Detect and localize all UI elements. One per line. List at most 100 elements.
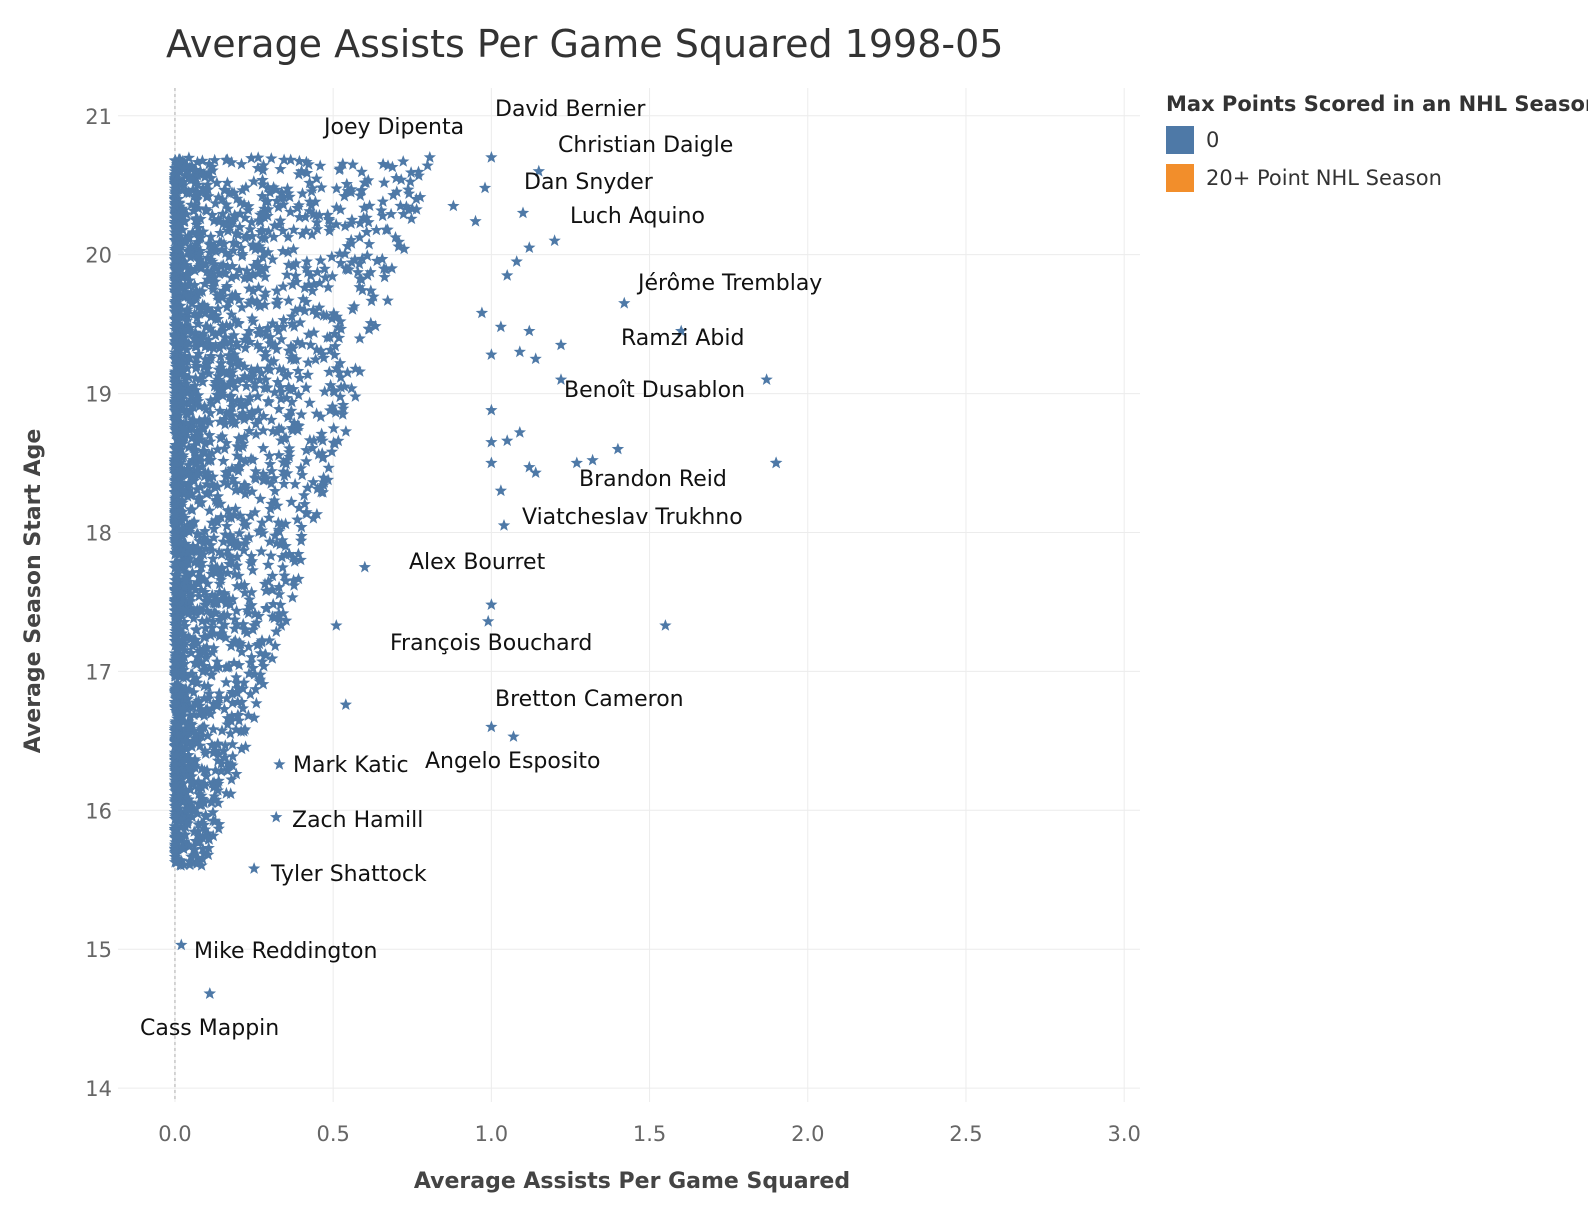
data-point[interactable] <box>168 164 182 177</box>
data-point[interactable] <box>176 320 189 333</box>
data-point[interactable] <box>191 807 204 819</box>
data-point[interactable] <box>186 183 200 196</box>
data-point[interactable] <box>447 199 460 212</box>
data-point[interactable] <box>201 251 214 264</box>
data-point[interactable] <box>245 485 259 497</box>
data-point[interactable] <box>315 427 328 440</box>
data-point[interactable] <box>395 173 408 186</box>
data-point[interactable] <box>225 271 238 284</box>
data-point[interactable] <box>191 468 204 481</box>
data-point[interactable] <box>257 659 270 672</box>
data-point[interactable] <box>178 429 191 442</box>
data-point[interactable] <box>282 187 295 199</box>
data-point[interactable] <box>244 509 257 522</box>
data-point[interactable] <box>301 481 314 494</box>
data-point[interactable] <box>295 534 308 547</box>
data-point[interactable] <box>231 339 244 352</box>
data-point[interactable] <box>353 365 366 377</box>
data-point[interactable] <box>293 210 306 223</box>
data-point[interactable] <box>210 176 224 189</box>
data-point[interactable] <box>169 302 182 315</box>
data-point[interactable] <box>206 615 220 628</box>
data-point[interactable] <box>276 533 289 546</box>
data-point[interactable] <box>206 255 219 268</box>
data-point[interactable] <box>168 820 182 832</box>
data-point[interactable] <box>170 763 183 776</box>
data-point[interactable] <box>345 382 358 394</box>
data-point[interactable] <box>270 321 284 333</box>
data-point[interactable] <box>302 328 315 340</box>
data-point[interactable] <box>198 307 212 319</box>
data-point[interactable] <box>198 598 211 611</box>
data-point[interactable] <box>289 257 303 269</box>
data-point[interactable] <box>180 314 193 327</box>
data-point[interactable] <box>205 265 218 277</box>
data-point[interactable] <box>235 301 249 313</box>
data-point[interactable] <box>261 362 274 374</box>
data-point[interactable] <box>168 792 182 805</box>
data-point[interactable] <box>184 240 197 253</box>
data-point[interactable] <box>203 449 216 461</box>
data-point[interactable] <box>191 545 204 557</box>
data-point[interactable] <box>236 702 250 714</box>
data-point[interactable] <box>207 814 220 827</box>
data-point[interactable] <box>199 747 212 759</box>
data-point[interactable] <box>333 163 346 176</box>
data-point[interactable] <box>225 511 238 524</box>
data-point[interactable] <box>229 723 243 735</box>
data-point[interactable] <box>230 671 243 683</box>
data-point[interactable] <box>187 472 200 485</box>
data-point[interactable] <box>325 250 338 263</box>
data-point-labeled[interactable] <box>203 987 216 999</box>
data-point[interactable] <box>230 767 243 780</box>
data-point[interactable] <box>217 454 230 467</box>
data-point[interactable] <box>221 764 234 777</box>
data-point[interactable] <box>315 485 328 498</box>
data-point[interactable] <box>237 724 250 737</box>
data-point[interactable] <box>291 335 304 348</box>
data-point[interactable] <box>225 773 238 785</box>
data-point[interactable] <box>203 504 216 517</box>
data-point[interactable] <box>170 574 183 586</box>
data-point[interactable] <box>181 386 194 399</box>
data-point[interactable] <box>325 312 339 324</box>
data-point[interactable] <box>291 201 304 214</box>
data-point[interactable] <box>529 466 542 478</box>
data-point[interactable] <box>211 754 225 767</box>
data-point[interactable] <box>189 834 202 847</box>
data-point[interactable] <box>177 858 191 871</box>
data-point[interactable] <box>185 297 199 309</box>
data-point[interactable] <box>217 377 231 390</box>
data-point[interactable] <box>169 196 182 209</box>
data-point[interactable] <box>175 609 188 621</box>
data-point[interactable] <box>176 525 190 538</box>
data-point[interactable] <box>256 178 269 190</box>
data-point[interactable] <box>274 214 287 226</box>
data-point[interactable] <box>220 281 233 294</box>
data-point[interactable] <box>384 207 398 220</box>
data-point[interactable] <box>200 590 213 603</box>
data-point[interactable] <box>307 303 320 316</box>
data-point[interactable] <box>317 471 330 484</box>
data-point[interactable] <box>260 381 274 394</box>
data-point[interactable] <box>218 417 232 430</box>
data-point[interactable] <box>193 571 207 584</box>
data-point[interactable] <box>310 407 323 420</box>
data-point[interactable] <box>246 370 259 382</box>
data-point[interactable] <box>176 386 189 398</box>
data-point[interactable] <box>286 278 299 290</box>
data-point[interactable] <box>204 230 217 243</box>
data-point[interactable] <box>261 321 274 334</box>
data-point[interactable] <box>170 741 183 754</box>
data-point[interactable] <box>314 254 327 266</box>
data-point[interactable] <box>197 225 210 237</box>
data-point[interactable] <box>176 702 189 715</box>
data-point[interactable] <box>381 294 394 306</box>
data-point[interactable] <box>215 724 229 736</box>
data-point[interactable] <box>226 376 239 389</box>
data-point[interactable] <box>176 403 190 416</box>
data-point[interactable] <box>348 300 361 312</box>
data-point[interactable] <box>195 605 208 617</box>
data-point[interactable] <box>228 348 241 360</box>
data-point[interactable] <box>232 317 245 330</box>
